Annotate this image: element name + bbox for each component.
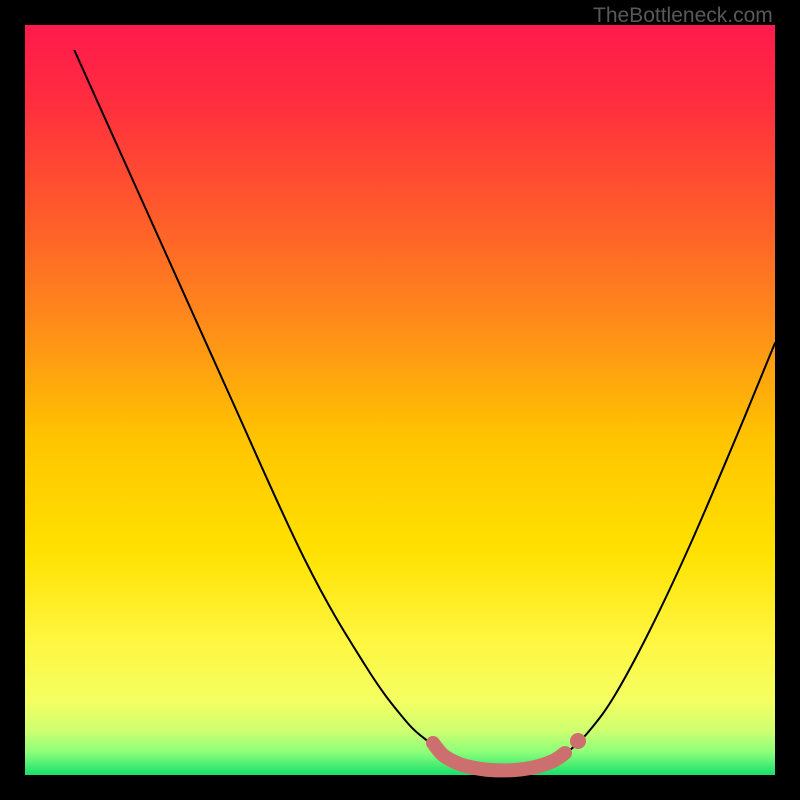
bottleneck-chart xyxy=(0,0,800,800)
gradient-background xyxy=(25,25,775,775)
watermark-text: TheBottleneck.com xyxy=(593,4,773,28)
valley-end-dot xyxy=(570,733,586,749)
chart-frame: TheBottleneck.com xyxy=(0,0,800,800)
